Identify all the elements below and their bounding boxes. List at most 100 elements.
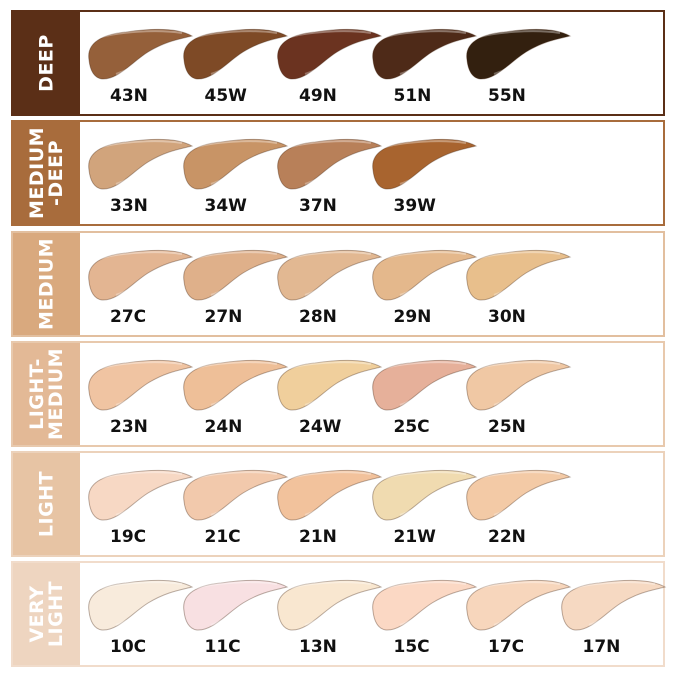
- shade-swatch: 39W: [370, 134, 478, 216]
- shade-label: 27C: [110, 307, 147, 327]
- swatch-blob: [371, 28, 477, 80]
- swatch-blob: [182, 579, 288, 631]
- swatch-blob: [371, 579, 477, 631]
- shade-swatch: 27C: [86, 245, 194, 327]
- shade-row: VERY LIGHT 10C 11C 13N 15C 17C 17N: [11, 561, 666, 667]
- shade-swatch: 13N: [275, 575, 383, 657]
- shade-label: 17C: [488, 637, 525, 657]
- shade-row: MEDIUM 27C 27N 28N 29N 30N: [11, 231, 665, 337]
- category-panel: LIGHT: [13, 453, 80, 555]
- swatch-blob: [88, 249, 194, 301]
- swatch-blob: [466, 359, 572, 411]
- swatch-blob: [466, 249, 572, 301]
- swatch-blob: [277, 469, 383, 521]
- shade-swatch: 51N: [370, 24, 478, 106]
- swatch-blob: [371, 469, 477, 521]
- swatch-blob: [88, 469, 194, 521]
- shade-label: 29N: [393, 307, 432, 327]
- swatch-blob: [277, 579, 383, 631]
- shade-swatch: 25N: [464, 355, 572, 437]
- shade-label: 10C: [110, 637, 147, 657]
- swatch-blob: [182, 138, 288, 190]
- shade-swatch: 29N: [370, 245, 478, 327]
- shade-swatch: 33N: [86, 134, 194, 216]
- swatch-blob: [560, 579, 666, 631]
- category-label: LIGHT: [35, 470, 57, 538]
- shade-label: 25N: [488, 417, 526, 437]
- swatch-blob: [182, 28, 288, 80]
- shade-swatch: 43N: [86, 24, 194, 106]
- shade-swatch: 24W: [275, 355, 383, 437]
- swatch-blob: [277, 249, 383, 301]
- shade-label: 30N: [488, 307, 526, 327]
- category-panel: VERY LIGHT: [13, 563, 80, 665]
- shade-label: 21W: [393, 527, 436, 547]
- shade-swatch: 30N: [464, 245, 572, 327]
- shade-label: 21N: [299, 527, 337, 547]
- shade-swatch: 45W: [181, 24, 289, 106]
- shade-label: 11C: [204, 637, 241, 657]
- shade-swatch: 22N: [464, 465, 572, 547]
- shade-label: 19C: [110, 527, 147, 547]
- swatch-blob: [277, 28, 383, 80]
- shade-label: 15C: [393, 637, 430, 657]
- shade-label: 43N: [110, 86, 148, 106]
- swatch-blob: [466, 579, 572, 631]
- swatch-blob: [371, 359, 477, 411]
- shade-label: 49N: [299, 86, 337, 106]
- shade-label: 45W: [204, 86, 247, 106]
- shade-label: 17N: [582, 637, 621, 657]
- swatch-blob: [182, 359, 288, 411]
- shade-label: 23N: [110, 417, 148, 437]
- shade-label: 34W: [204, 196, 247, 216]
- shade-row: DEEP 43N 45W 49N 51N 55N: [11, 10, 665, 116]
- category-panel: MEDIUM -DEEP: [13, 122, 80, 224]
- swatch-blob: [182, 469, 288, 521]
- swatch-blob: [371, 138, 477, 190]
- shade-label: 21C: [204, 527, 241, 547]
- shade-swatch: 24N: [181, 355, 289, 437]
- category-panel: LIGHT- MEDIUM: [13, 343, 80, 445]
- swatch-blob: [466, 28, 572, 80]
- shade-label: 55N: [488, 86, 526, 106]
- category-label: DEEP: [35, 34, 57, 92]
- shade-swatch: 15C: [370, 575, 478, 657]
- shade-label: 33N: [110, 196, 148, 216]
- shade-swatch: 49N: [275, 24, 383, 106]
- swatch-blob: [277, 359, 383, 411]
- shade-swatch: 21N: [275, 465, 383, 547]
- shade-row: LIGHT- MEDIUM 23N 24N 24W 25C 25N: [11, 341, 665, 447]
- category-label: MEDIUM -DEEP: [25, 126, 67, 220]
- shade-row: MEDIUM -DEEP 33N 34W 37N 39W: [11, 120, 665, 226]
- shade-label: 37N: [299, 196, 337, 216]
- swatch-blob: [182, 249, 288, 301]
- shade-swatch: 19C: [86, 465, 194, 547]
- shade-swatch: 21C: [181, 465, 289, 547]
- swatch-blob: [371, 249, 477, 301]
- shade-swatch: 28N: [275, 245, 383, 327]
- swatch-blob: [88, 359, 194, 411]
- shade-label: 22N: [488, 527, 526, 547]
- shade-label: 24W: [299, 417, 342, 437]
- category-panel: MEDIUM: [13, 233, 80, 335]
- shade-label: 28N: [299, 307, 337, 327]
- shade-swatch: 55N: [464, 24, 572, 106]
- shade-row: LIGHT 19C 21C 21N 21W 22N: [11, 451, 665, 557]
- shade-label: 27N: [204, 307, 243, 327]
- shade-label: 24N: [204, 417, 243, 437]
- shade-swatch: 25C: [370, 355, 478, 437]
- shade-label: 13N: [299, 637, 337, 657]
- swatch-blob: [277, 138, 383, 190]
- swatch-blob: [88, 579, 194, 631]
- shade-label: 39W: [393, 196, 436, 216]
- category-panel: DEEP: [13, 12, 80, 114]
- swatch-blob: [88, 138, 194, 190]
- shade-swatch: 21W: [370, 465, 478, 547]
- swatch-blob: [466, 469, 572, 521]
- shade-swatch: 17C: [464, 575, 572, 657]
- category-label: MEDIUM: [35, 237, 57, 331]
- shade-swatch: 27N: [181, 245, 289, 327]
- swatch-blob: [88, 28, 194, 80]
- shade-swatch: 37N: [275, 134, 383, 216]
- category-label: LIGHT- MEDIUM: [25, 347, 67, 441]
